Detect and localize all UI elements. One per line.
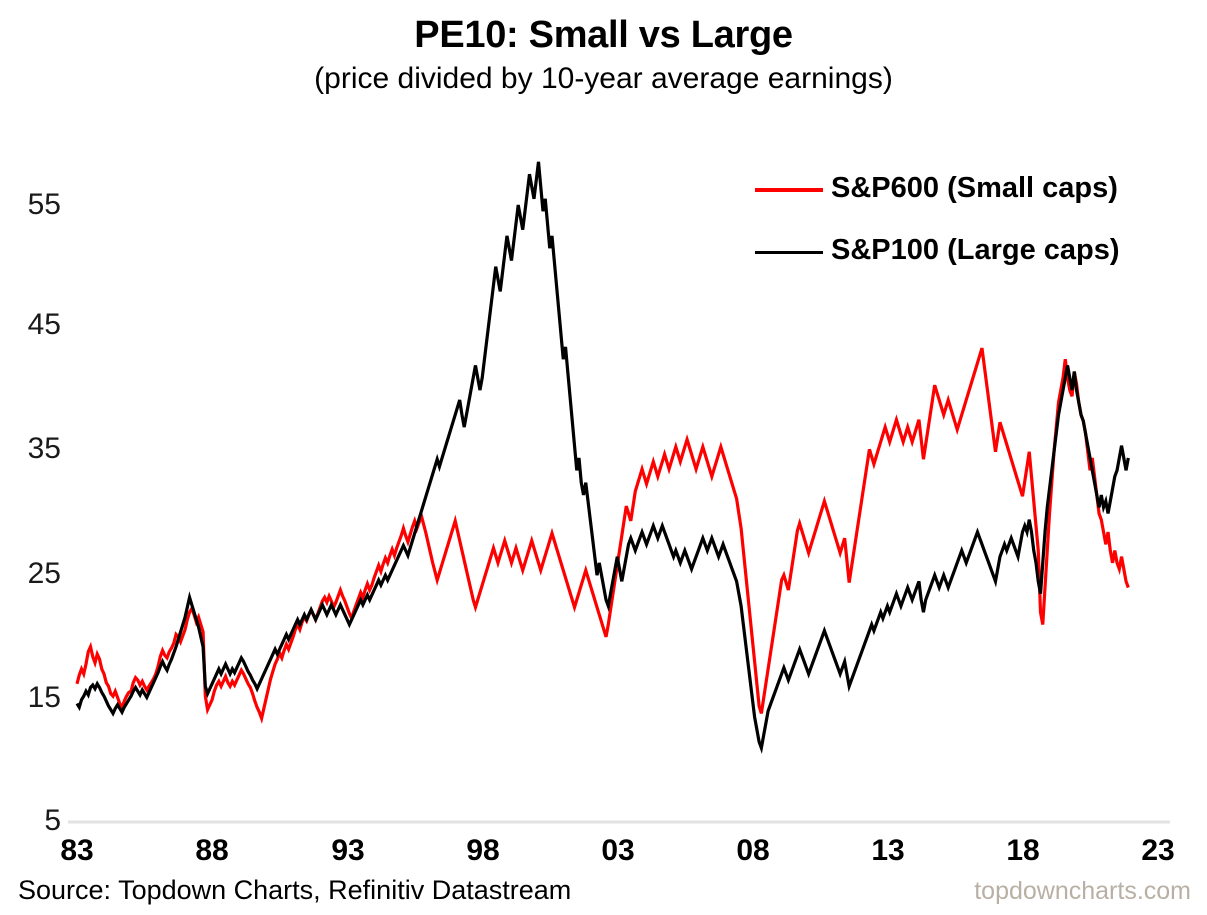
x-axis-tick-88: 88 bbox=[195, 834, 229, 867]
series-line-sp600 bbox=[75, 347, 1130, 724]
y-axis-tick-25: 25 bbox=[27, 557, 61, 590]
y-axis-tick-5: 5 bbox=[44, 804, 61, 837]
y-axis-tick-55: 55 bbox=[27, 188, 61, 221]
x-axis-tick-93: 93 bbox=[331, 834, 365, 867]
legend-label-sp600: S&P600 (Small caps) bbox=[831, 172, 1118, 204]
watermark: topdowncharts.com bbox=[974, 877, 1191, 905]
legend-label-sp100: S&P100 (Large caps) bbox=[831, 234, 1120, 266]
x-axis-tick-83: 83 bbox=[60, 834, 94, 867]
x-axis-tick-13: 13 bbox=[871, 834, 905, 867]
legend-swatch-sp100 bbox=[755, 251, 823, 254]
page-title: PE10: Small vs Large bbox=[414, 14, 793, 56]
series-line-sp100 bbox=[75, 161, 1130, 755]
page-subtitle: (price divided by 10-year average earnin… bbox=[314, 62, 893, 95]
y-axis-tick-15: 15 bbox=[27, 681, 61, 714]
source-note: Source: Topdown Charts, Refinitiv Datast… bbox=[18, 875, 572, 905]
x-axis-tick-23: 23 bbox=[1141, 834, 1175, 867]
x-axis-tick-03: 03 bbox=[601, 834, 635, 867]
y-axis-tick-35: 35 bbox=[27, 432, 61, 465]
x-axis-tick-18: 18 bbox=[1006, 834, 1040, 867]
x-axis-tick-08: 08 bbox=[736, 834, 770, 867]
x-axis-tick-98: 98 bbox=[466, 834, 500, 867]
y-axis-tick-45: 45 bbox=[27, 308, 61, 341]
legend-swatch-sp600 bbox=[755, 188, 823, 192]
